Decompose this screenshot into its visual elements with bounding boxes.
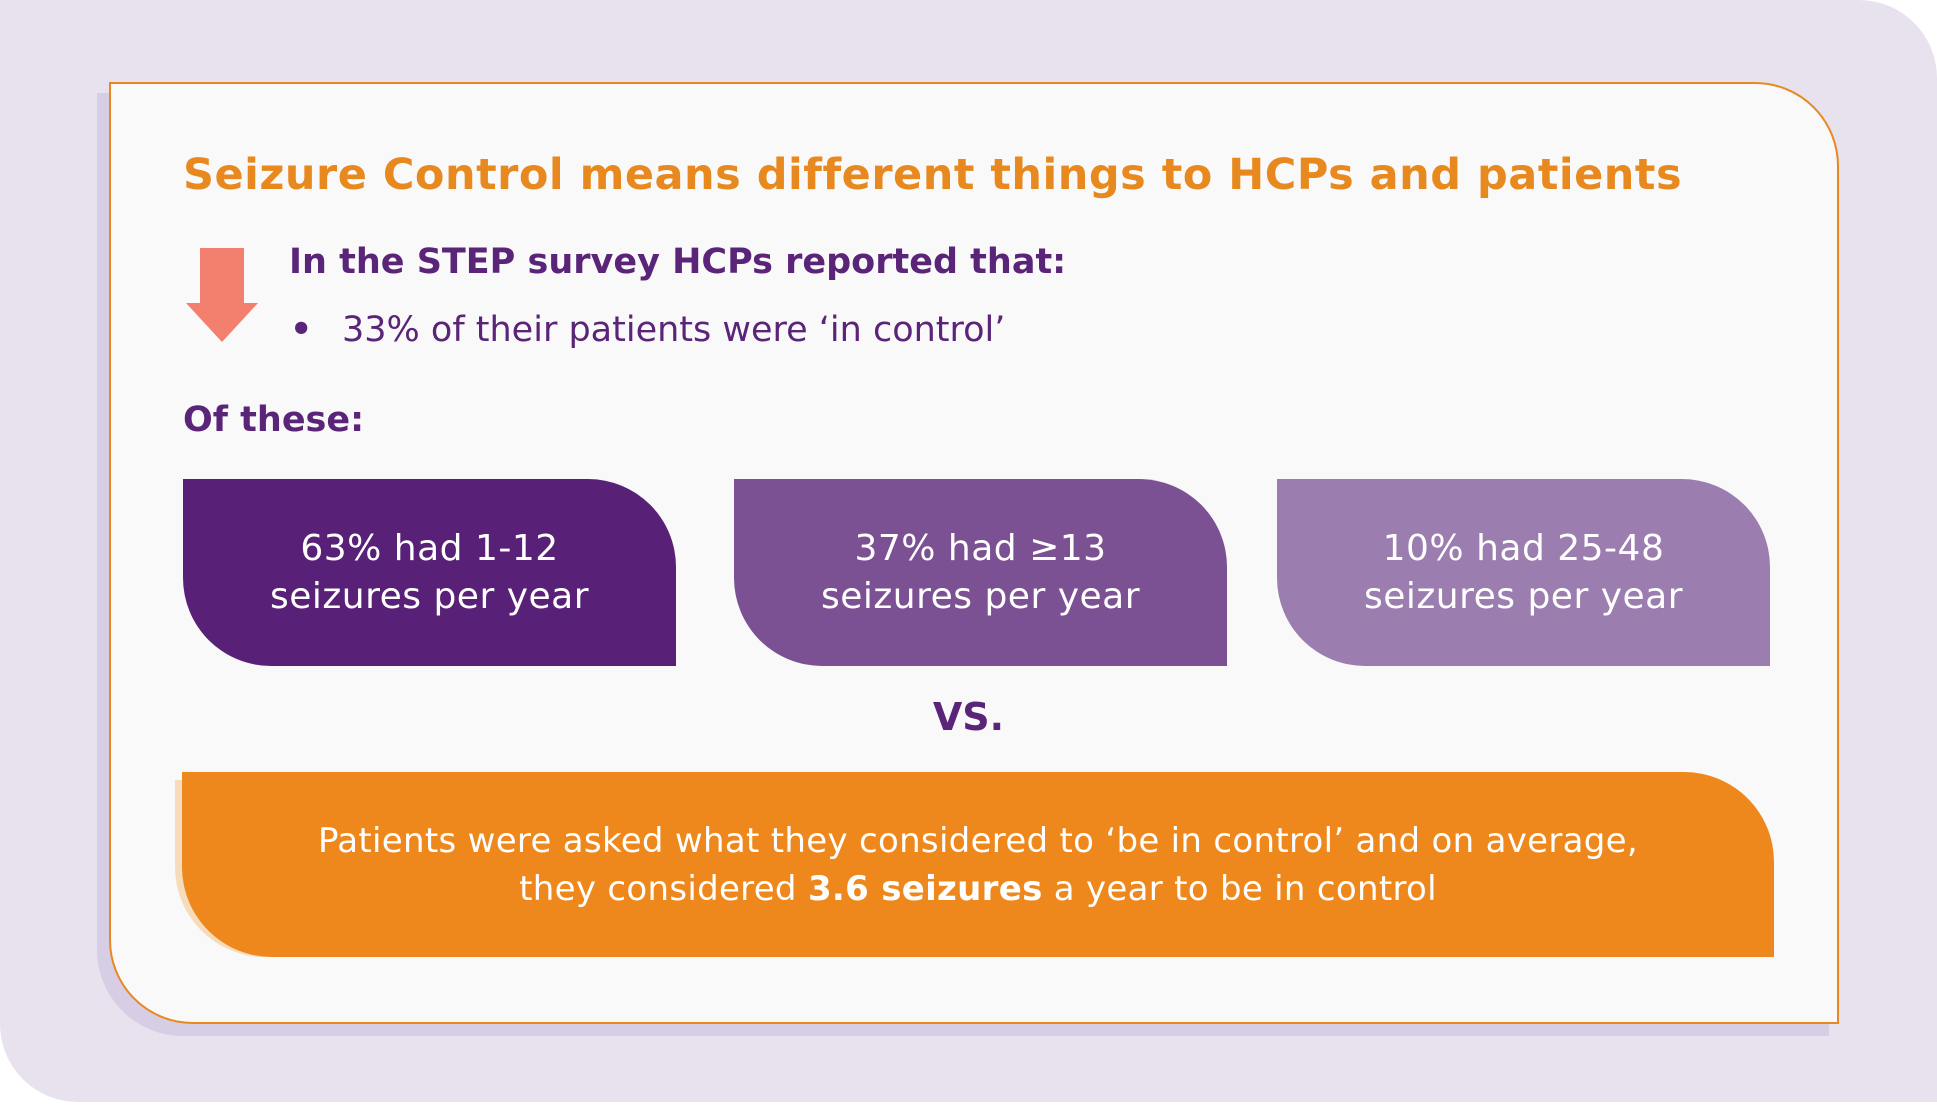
stat-line-1: 63% had 1-12 [300,527,559,569]
patient-line-2-end: a year to be in control [1042,868,1437,909]
down-arrow-icon [186,248,258,342]
versus-label: VS. [932,695,1005,739]
page-title: Seizure Control means different things t… [183,150,1683,200]
stat-line-1: 10% had 25-48 [1382,527,1665,569]
patient-line-1: Patients were asked what they considered… [318,820,1638,861]
stat-line-1: 37% had ≥13 [854,527,1107,569]
survey-heading: In the STEP survey HCPs reported that: [289,242,1067,282]
stat-line-2: seizures per year [269,575,590,617]
patient-highlight: 3.6 seizures [807,868,1043,909]
stat-line-2: seizures per year [1363,575,1684,617]
bullet-dot-icon: • [290,310,313,350]
stat-line-2: seizures per year [820,575,1141,617]
of-these-label: Of these: [183,400,365,440]
patient-line-2-start: they considered [519,868,808,909]
patient-finding-box: Patients were asked what they considered… [182,772,1774,957]
stat-box-25-48: 10% had 25-48 seizures per year [1277,479,1770,666]
stat-box-1-12: 63% had 1-12 seizures per year [183,479,676,666]
stat-box-13-plus: 37% had ≥13 seizures per year [734,479,1227,666]
patient-line-2: they considered 3.6 seizures a year to b… [519,865,1437,913]
survey-bullet: • 33% of their patients were ‘in control’ [290,310,1005,350]
survey-bullet-text: 33% of their patients were ‘in control’ [342,310,1006,350]
